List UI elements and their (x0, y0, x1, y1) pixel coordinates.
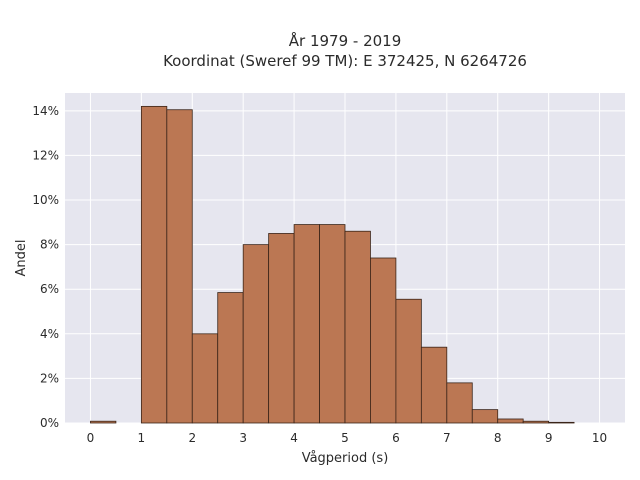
y-tick-label-4: 8% (40, 238, 59, 252)
chart-title-line-2: Koordinat (Sweref 99 TM): E 372425, N 62… (163, 52, 527, 70)
bar-15 (497, 418, 524, 424)
x-tick-label-6: 6 (392, 431, 400, 445)
bar-1 (140, 105, 168, 424)
bar-6 (268, 233, 295, 424)
y-tick-label-5: 10% (32, 193, 59, 207)
x-tick-label-7: 7 (443, 431, 451, 445)
bar-13 (446, 382, 473, 424)
bar-14 (471, 409, 499, 424)
bar-11 (395, 298, 422, 424)
x-tick-label-8: 8 (494, 431, 502, 445)
bar-5 (242, 244, 270, 424)
bar-0 (90, 420, 117, 424)
y-axis-ticks: 0% 2% 4% 6% 8% 10% 12% 14% (32, 104, 59, 430)
x-tick-label-5: 5 (341, 431, 349, 445)
x-tick-label-10: 10 (592, 431, 607, 445)
bar-7 (293, 224, 320, 424)
bar-2 (166, 109, 193, 424)
x-axis-label: Vågperiod (s) (302, 451, 389, 466)
bar-9 (344, 230, 371, 424)
bar-16 (522, 420, 550, 424)
x-axis-ticks: 0 1 2 3 4 5 6 7 8 9 10 (87, 431, 608, 445)
y-tick-label-2: 4% (40, 327, 59, 341)
y-tick-label-0: 0% (40, 416, 59, 430)
bar-10 (370, 257, 397, 424)
x-tick-label-3: 3 (239, 431, 247, 445)
bar-12 (420, 346, 448, 424)
x-tick-label-0: 0 (87, 431, 95, 445)
y-tick-label-1: 2% (40, 371, 59, 385)
chart-title-line-1: År 1979 - 2019 (289, 31, 402, 50)
bar-3 (191, 333, 219, 424)
y-tick-label-6: 12% (32, 148, 59, 162)
y-tick-label-3: 6% (40, 282, 59, 296)
y-tick-label-7: 14% (32, 104, 59, 118)
y-axis-label: Andel (14, 240, 29, 277)
bar-4 (217, 292, 244, 424)
x-tick-label-4: 4 (290, 431, 298, 445)
bar-17 (548, 421, 575, 424)
bars (90, 105, 575, 424)
x-tick-label-1: 1 (138, 431, 146, 445)
bar-8 (319, 224, 346, 424)
x-tick-label-9: 9 (545, 431, 553, 445)
x-tick-label-2: 2 (188, 431, 196, 445)
